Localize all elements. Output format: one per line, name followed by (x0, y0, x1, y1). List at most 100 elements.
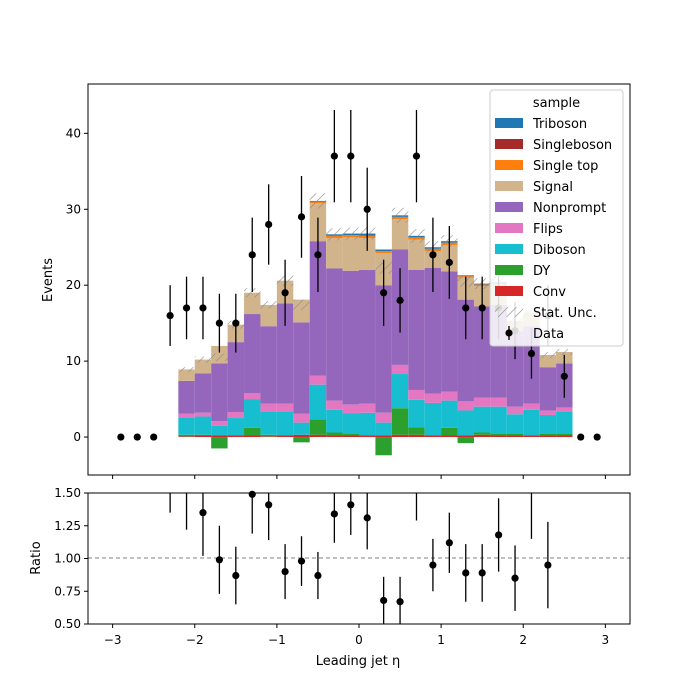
data-point (429, 251, 437, 259)
ratio-y-axis: 0.50 0.75 1.00 1.25 1.50 (54, 486, 88, 631)
bar-diboson (375, 422, 392, 436)
legend-label: Nonprompt (533, 201, 606, 216)
ratio-y-tick-label: 0.50 (54, 617, 81, 631)
ratio-panel: 0.50 0.75 1.00 1.25 1.50 −3 −2 −1 0 1 2 3 Ratio Le… (29, 486, 631, 669)
legend-swatch (495, 202, 523, 212)
bar-dy (244, 427, 261, 436)
x-tick-label: −2 (186, 633, 204, 647)
bar-flips (490, 397, 507, 407)
y-tick-label: 20 (66, 278, 81, 292)
bar-conv (178, 436, 195, 438)
bar-nonprompt (326, 268, 343, 401)
legend-swatch (495, 118, 523, 128)
legend-swatch (495, 160, 523, 170)
bar-dy (260, 434, 277, 437)
ratio-point (544, 561, 552, 569)
bar-diboson (293, 422, 310, 435)
ratio-y-tick-label: 0.75 (54, 584, 81, 598)
bar-flips (178, 413, 195, 418)
bar-signal (342, 237, 359, 271)
data-point (380, 289, 388, 297)
main-y-axis-label: Events (41, 258, 56, 302)
bar-nonprompt (473, 306, 491, 398)
bar-nonprompt (276, 303, 294, 404)
ratio-point (380, 596, 388, 605)
bar-nonprompt (260, 326, 277, 404)
data-point (445, 258, 453, 267)
ratio-point (215, 556, 223, 564)
legend-label: Triboson (532, 117, 587, 132)
data-point (330, 152, 338, 160)
legend-swatch (495, 265, 523, 275)
data-point (412, 152, 421, 160)
ratio-y-axis-label: Ratio (29, 541, 44, 574)
legend-swatch (495, 139, 523, 149)
bar-flips (391, 364, 409, 375)
data-point (133, 433, 141, 441)
bar-diboson (227, 418, 245, 436)
bar-triboson (457, 275, 474, 277)
ratio-point (478, 569, 486, 577)
bar-dy (309, 419, 327, 435)
bar-conv (375, 435, 392, 438)
stat-unc-bin (178, 367, 195, 372)
data-point (478, 304, 486, 312)
bar-flips (326, 400, 343, 410)
data-point (363, 205, 371, 213)
stat-unc-bin (556, 348, 573, 356)
legend-label: Stat. Unc. (533, 306, 597, 321)
bar-nonprompt (244, 314, 261, 394)
legend-swatch (495, 286, 523, 296)
ratio-point (396, 598, 404, 606)
bar-flips (408, 389, 425, 400)
ratio-point (511, 574, 519, 582)
ratio-points (169, 490, 552, 624)
bar-conv (490, 435, 507, 438)
bar-flips (556, 407, 573, 412)
data-point (215, 319, 223, 327)
ratio-y-tick-label: 1.00 (54, 552, 81, 566)
data-point (527, 349, 536, 358)
bar-diboson (359, 412, 376, 436)
bar-conv (523, 435, 540, 438)
bar-diboson (211, 425, 228, 436)
legend-label: Singleboson (533, 138, 612, 153)
bar-conv (211, 435, 228, 438)
bar-nonprompt (457, 299, 474, 402)
bar-flips (424, 393, 442, 403)
bar-conv (539, 435, 557, 438)
data-points (117, 109, 601, 441)
bar-diboson (408, 399, 425, 428)
data-point (150, 433, 158, 441)
ratio-point (330, 510, 338, 518)
legend-label: Single top (533, 159, 598, 174)
x-tick-label: −3 (104, 633, 122, 647)
ratio-point (314, 571, 322, 580)
bar-nonprompt (293, 322, 310, 414)
data-point (314, 251, 322, 259)
bar-signal (408, 239, 425, 271)
bar-diboson (556, 411, 573, 435)
bar-signal (326, 238, 343, 269)
bar-conv (457, 435, 474, 438)
bar-diboson (260, 411, 277, 435)
bar-conv (309, 434, 327, 438)
x-tick-label: 1 (437, 633, 445, 647)
legend-marker (505, 329, 513, 337)
bar-dy (473, 432, 491, 435)
stat-unc-bin (293, 299, 310, 311)
bar-dy (457, 437, 474, 444)
bar-dy (490, 434, 507, 436)
legend-swatch (495, 181, 523, 191)
ratio-point (445, 539, 453, 547)
bar-diboson (326, 409, 343, 433)
legend-label: Signal (533, 180, 573, 195)
legend-swatch (495, 223, 523, 233)
bar-conv (293, 434, 310, 438)
bar-diboson (523, 409, 540, 436)
data-point (396, 296, 404, 304)
main-y-axis: 0 10 20 30 40 (66, 126, 88, 444)
data-point (462, 304, 470, 312)
bar-conv (506, 435, 524, 438)
legend-label: Flips (533, 222, 563, 237)
